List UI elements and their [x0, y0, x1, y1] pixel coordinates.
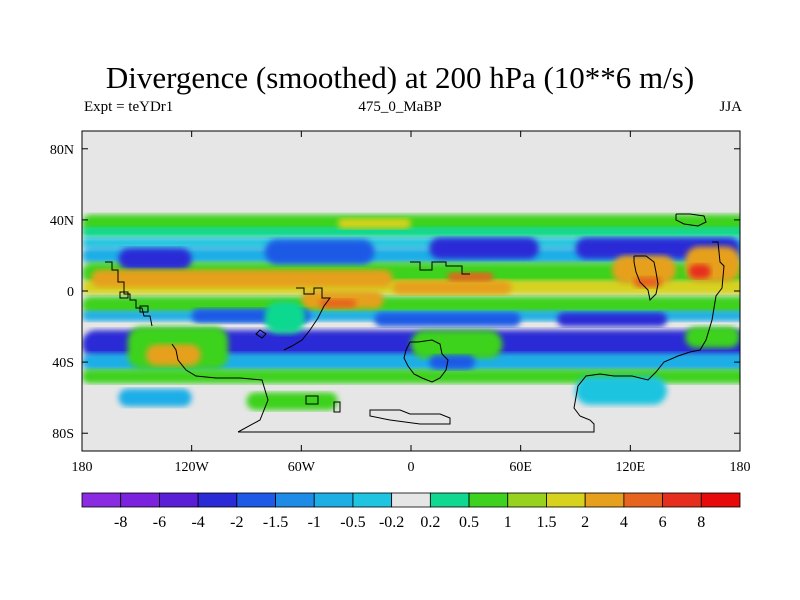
colorbar-label: -8 — [114, 514, 127, 531]
colorbar-label: -0.5 — [340, 514, 365, 531]
x-tick-label: 120W — [175, 460, 210, 475]
contour-field — [82, 214, 740, 411]
field-region — [319, 299, 357, 308]
x-tick-label: 180 — [72, 460, 93, 475]
x-tick-label: 0 — [408, 460, 415, 475]
colorbar-label: -4 — [191, 514, 204, 531]
colorbar-label: 1 — [504, 514, 512, 531]
colorbar: -8 -6 -4 -2 -1.5 -1 -0.5 -0.2 0.2 0.5 1 1.5 2 4 6 8 — [81, 492, 741, 531]
field-region — [392, 280, 512, 295]
field-region — [374, 312, 521, 327]
colorbar-swatch — [662, 492, 702, 508]
y-axis: 80N 40N 0 40S 80S — [50, 143, 740, 442]
colorbar-swatch — [623, 492, 663, 508]
experiment-label: Expt = teYDr1 — [84, 99, 174, 115]
field-region — [557, 312, 667, 327]
field-region — [118, 388, 192, 407]
colorbar-label: 0.5 — [459, 514, 479, 531]
colorbar-swatch — [584, 492, 625, 508]
colorbar-swatch — [546, 492, 586, 508]
field-region — [575, 376, 667, 405]
field-region — [337, 218, 411, 229]
x-tick-label: 60E — [509, 460, 532, 475]
colorbar-label: 1.5 — [536, 514, 556, 531]
colorbar-label: 6 — [659, 514, 667, 531]
field-region — [82, 247, 740, 264]
chart-title: Divergence (smoothed) at 200 hPa (10**6 … — [105, 60, 695, 95]
x-tick-label: 120E — [616, 460, 646, 475]
field-region — [246, 392, 338, 411]
colorbar-label: -0.2 — [379, 514, 404, 531]
colorbar-swatch — [313, 492, 354, 508]
field-region — [264, 239, 375, 265]
field-region — [688, 264, 711, 279]
season-label: JJA — [719, 99, 742, 115]
time-label: 475_0_MaBP — [358, 99, 442, 115]
field-region — [612, 255, 677, 284]
y-tick-label: 80N — [50, 143, 74, 158]
field-region — [118, 248, 192, 270]
field-region — [145, 344, 201, 366]
colorbar-label: 2 — [581, 514, 589, 531]
field-region — [685, 326, 740, 348]
colorbar-label: -6 — [153, 514, 166, 531]
field-region — [447, 272, 494, 282]
y-tick-label: 0 — [67, 285, 74, 300]
colorbar-swatch — [468, 492, 509, 508]
colorbar-swatch — [159, 492, 199, 508]
field-region — [82, 369, 740, 384]
field-region — [411, 330, 503, 359]
colorbar-swatch — [391, 492, 431, 508]
colorbar-swatch — [700, 492, 741, 508]
y-tick-label: 40S — [52, 356, 74, 371]
colorbar-swatch — [81, 492, 122, 508]
colorbar-label: -1.5 — [263, 514, 288, 531]
field-region — [264, 301, 305, 334]
colorbar-label: -1 — [308, 514, 321, 531]
colorbar-swatch — [236, 492, 276, 508]
colorbar-swatch — [429, 492, 470, 508]
field-region — [82, 227, 740, 238]
field-region — [82, 237, 740, 249]
colorbar-label: 8 — [697, 514, 705, 531]
y-tick-label: 40N — [50, 214, 74, 229]
x-tick-label: 60W — [288, 460, 316, 475]
colorbar-swatch — [352, 492, 393, 508]
colorbar-swatch — [120, 492, 160, 508]
x-tick-label: 180 — [730, 460, 751, 475]
field-region — [633, 276, 662, 288]
field-region — [82, 353, 740, 371]
colorbar-swatch — [275, 492, 315, 508]
colorbar-label: 0.2 — [420, 514, 440, 531]
colorbar-label: 4 — [620, 514, 628, 531]
field-region — [91, 269, 393, 288]
y-tick-label: 80S — [52, 427, 74, 442]
field-region — [429, 355, 475, 370]
colorbar-swatch — [507, 492, 547, 508]
field-region — [429, 237, 539, 259]
x-axis: 180 120W 60W 0 60E 120E 180 — [72, 131, 751, 475]
colorbar-label: -2 — [230, 514, 243, 531]
coastlines — [105, 213, 725, 433]
colorbar-swatch — [197, 492, 238, 508]
